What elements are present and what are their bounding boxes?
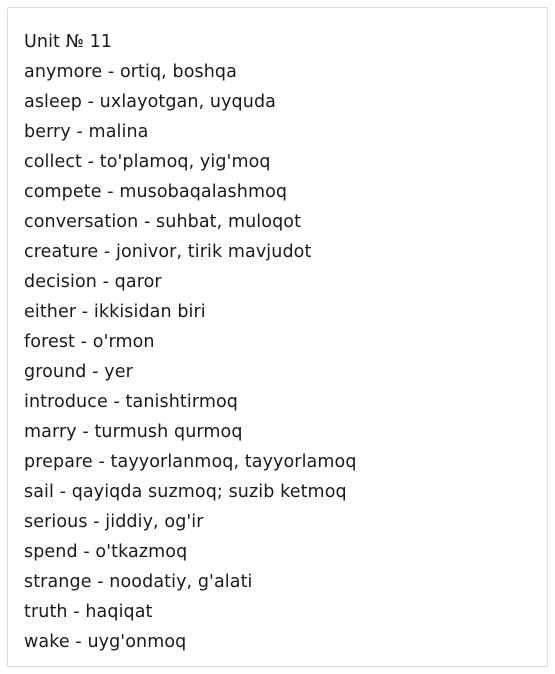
vocab-entry: collect - to'plamoq, yig'moq xyxy=(24,152,271,172)
vocab-entry: truth - haqiqat xyxy=(24,602,153,622)
vocab-entry: spend - o'tkazmoq xyxy=(24,542,188,562)
vocab-entry: wake - uyg'onmoq xyxy=(24,632,187,652)
vocab-entry: compete - musobaqalashmoq xyxy=(24,182,288,202)
vocab-entry: creature - jonivor, tirik mavjudot xyxy=(24,242,312,262)
vocab-entry: berry - malina xyxy=(24,122,149,142)
vocab-entry: prepare - tayyorlanmoq, tayyorlamoq xyxy=(24,452,357,472)
vocab-entry: forest - o'rmon xyxy=(24,332,155,352)
vocab-entry: conversation - suhbat, muloqot xyxy=(24,212,302,232)
vocab-entry: serious - jiddiy, og'ir xyxy=(24,512,204,532)
vocab-entry: sail - qayiqda suzmoq; suzib ketmoq xyxy=(24,482,347,502)
vocab-entry: either - ikkisidan biri xyxy=(24,302,206,322)
vocab-entry: marry - turmush qurmoq xyxy=(24,422,243,442)
vocab-entry: asleep - uxlayotgan, uyquda xyxy=(24,92,276,112)
vocab-entry: ground - yer xyxy=(24,362,133,382)
vocab-entry: introduce - tanishtirmoq xyxy=(24,392,238,412)
vocabulary-card: Unit № 11 anymore - ortiq, boshqa asleep… xyxy=(7,7,548,667)
unit-title: Unit № 11 xyxy=(24,32,113,52)
vocab-entry: decision - qaror xyxy=(24,272,162,292)
vocab-entry: strange - noodatiy, g'alati xyxy=(24,572,253,592)
vocab-entry: anymore - ortiq, boshqa xyxy=(24,62,237,82)
